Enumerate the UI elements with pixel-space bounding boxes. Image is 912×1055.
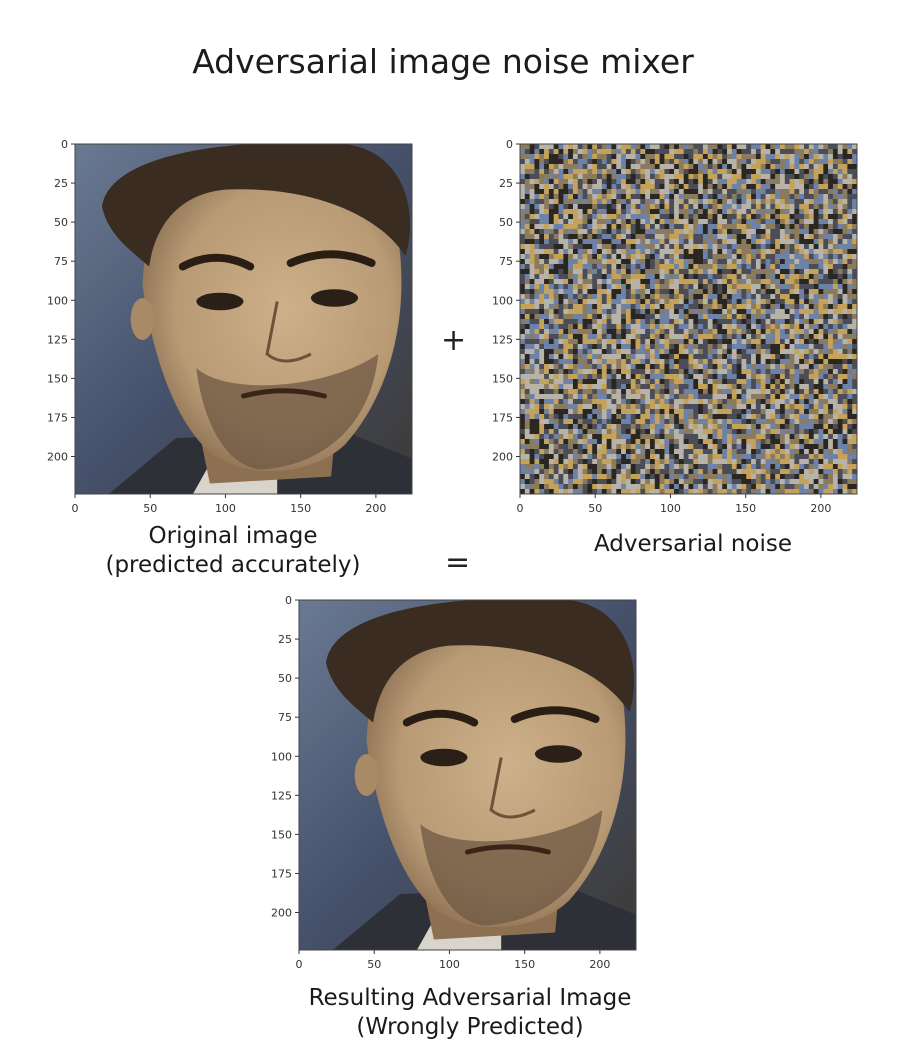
result-face-picture xyxy=(299,600,636,950)
result-image-caption: Resulting Adversarial Image (Wrongly Pre… xyxy=(250,984,690,1042)
noise-y-tick-label: 150 xyxy=(492,372,513,385)
result-x-tick-label: 150 xyxy=(514,958,535,971)
adversarial-noise-plot: 0 25 50 75 100 125 150 175 200 0 50 100 150 200 xyxy=(492,138,858,515)
original-y-tick-label: 25 xyxy=(54,177,68,190)
noise-y-tick-label: 175 xyxy=(492,411,513,424)
result-image-frame xyxy=(298,599,637,951)
result-image-plot: 0 25 50 75 100 125 150 175 200 0 50 100 150 200 xyxy=(271,594,637,971)
page-title: Adversarial image noise mixer xyxy=(192,42,694,81)
noise-y-tick-label: 0 xyxy=(506,138,513,151)
result-y-tick-label: 25 xyxy=(278,633,292,646)
original-y-tick-label: 0 xyxy=(61,138,68,151)
result-x-tick-label: 0 xyxy=(296,958,303,971)
result-y-tick-label: 200 xyxy=(271,907,292,920)
noise-x-tick-label: 200 xyxy=(810,502,831,515)
result-image-caption-note: (Wrongly Predicted) xyxy=(356,1014,584,1040)
original-image-caption-title: Original image xyxy=(148,523,318,549)
original-image-plot: 0 25 50 75 100 125 150 175 200 0 50 100 150 200 xyxy=(47,138,413,515)
noise-y-tick-label: 200 xyxy=(492,451,513,464)
noise-x-tick-label: 50 xyxy=(588,502,602,515)
noise-y-tick-label: 125 xyxy=(492,333,513,346)
noise-y-tick-label: 25 xyxy=(499,177,513,190)
noise-noise-picture xyxy=(520,144,858,495)
result-y-tick-label: 0 xyxy=(285,594,292,607)
adversarial-noise-caption: Adversarial noise xyxy=(521,530,865,559)
original-y-tick-label: 125 xyxy=(47,333,68,346)
noise-y-tick-label: 50 xyxy=(499,216,513,229)
original-x-tick-label: 200 xyxy=(365,502,386,515)
original-image-caption: Original image (predicted accurately) xyxy=(76,522,390,580)
result-y-tick-label: 75 xyxy=(278,711,292,724)
result-image-caption-title: Resulting Adversarial Image xyxy=(308,985,632,1011)
original-y-tick-label: 175 xyxy=(47,411,68,424)
equals-operator: = xyxy=(445,545,471,580)
original-image-panel: 0 25 50 75 100 125 150 175 200 0 50 100 150 200 xyxy=(40,132,420,522)
original-x-tick-label: 0 xyxy=(72,502,79,515)
original-image-caption-note: (predicted accurately) xyxy=(105,552,361,578)
result-x-tick-label: 100 xyxy=(439,958,460,971)
noise-x-tick-label: 100 xyxy=(660,502,681,515)
result-y-tick-label: 125 xyxy=(271,789,292,802)
original-x-tick-label: 150 xyxy=(290,502,311,515)
result-x-tick-label: 50 xyxy=(367,958,381,971)
noise-y-tick-label: 75 xyxy=(499,255,513,268)
result-x-tick-label: 200 xyxy=(589,958,610,971)
original-x-tick-label: 100 xyxy=(215,502,236,515)
original-x-tick-label: 50 xyxy=(143,502,157,515)
result-y-tick-label: 150 xyxy=(271,828,292,841)
plus-operator: + xyxy=(441,323,467,358)
noise-image-frame xyxy=(519,143,858,495)
adversarial-noise-panel: 0 25 50 75 100 125 150 175 200 0 50 100 150 200 xyxy=(485,132,865,522)
result-image-panel: 0 25 50 75 100 125 150 175 200 0 50 100 150 200 xyxy=(264,588,644,978)
adversarial-noise-caption-title: Adversarial noise xyxy=(593,531,793,557)
result-y-tick-label: 175 xyxy=(271,867,292,880)
noise-x-tick-label: 150 xyxy=(735,502,756,515)
result-y-tick-label: 50 xyxy=(278,672,292,685)
original-y-tick-label: 150 xyxy=(47,372,68,385)
original-y-tick-label: 100 xyxy=(47,294,68,307)
original-y-tick-label: 200 xyxy=(47,451,68,464)
original-face-picture xyxy=(75,144,412,494)
noise-x-tick-label: 0 xyxy=(517,502,524,515)
original-y-tick-label: 50 xyxy=(54,216,68,229)
original-image-frame xyxy=(74,143,413,495)
original-y-tick-label: 75 xyxy=(54,255,68,268)
noise-y-tick-label: 100 xyxy=(492,294,513,307)
result-y-tick-label: 100 xyxy=(271,750,292,763)
